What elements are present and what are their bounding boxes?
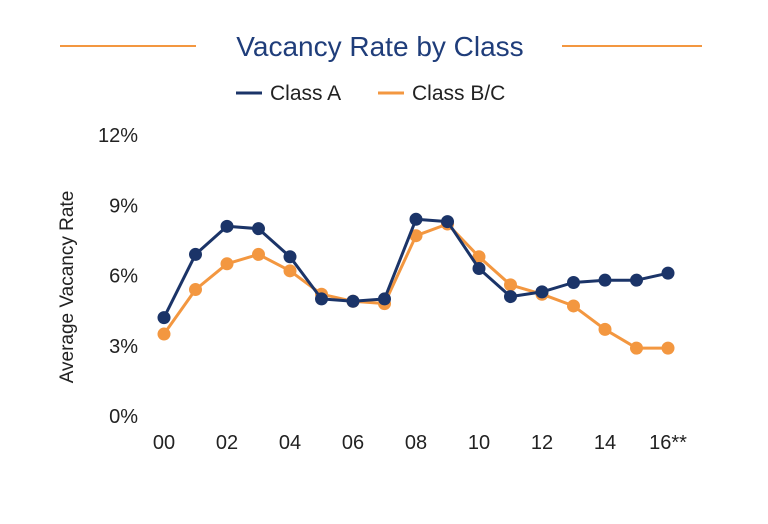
data-point-class-b-c xyxy=(252,247,265,261)
data-point-class-b-c xyxy=(598,322,612,336)
data-point-class-a xyxy=(252,222,265,236)
y-tick-label: 9% xyxy=(109,195,138,217)
data-point-class-a xyxy=(661,266,675,280)
legend: Class A Class B/C xyxy=(236,82,505,105)
data-point-class-a xyxy=(598,273,612,287)
data-point-class-b-c xyxy=(630,341,643,355)
series-line-class-b-c xyxy=(162,222,668,350)
data-point-class-a xyxy=(346,294,360,308)
data-point-class-a xyxy=(535,285,549,299)
y-tick-label: 0% xyxy=(109,406,138,428)
data-point-class-a xyxy=(220,219,234,233)
data-point-class-b-c xyxy=(472,250,486,264)
legend-label-class-a: Class A xyxy=(270,82,341,105)
data-point-class-b-c xyxy=(409,229,423,243)
x-tick-label: 02 xyxy=(216,432,238,454)
y-axis-label: Average Vacancy Rate xyxy=(57,191,78,384)
y-tick-label: 12% xyxy=(98,125,138,147)
data-point-class-a xyxy=(378,292,391,306)
data-point-class-a xyxy=(441,215,454,229)
y-tick-label: 6% xyxy=(109,266,138,288)
data-point-class-b-c xyxy=(220,257,234,271)
y-tick-label: 3% xyxy=(109,336,138,358)
x-tick-label: 14 xyxy=(594,432,616,454)
x-tick-label: 00 xyxy=(153,432,175,454)
x-tick-label: 16** xyxy=(649,432,687,454)
data-point-class-a xyxy=(504,290,517,304)
x-tick-label: 10 xyxy=(468,432,490,454)
data-point-class-a xyxy=(315,292,328,306)
data-point-class-a xyxy=(472,261,486,275)
data-point-class-a xyxy=(567,276,580,290)
data-point-class-a xyxy=(630,273,643,287)
chart-title: Vacancy Rate by Class xyxy=(236,31,523,62)
x-tick-label: 04 xyxy=(279,432,301,454)
x-tick-label: 12 xyxy=(531,432,553,454)
data-point-class-a xyxy=(283,250,297,264)
data-point-class-b-c xyxy=(189,283,202,297)
data-point-class-b-c xyxy=(157,327,171,341)
x-tick-label: 06 xyxy=(342,432,364,454)
data-point-class-b-c xyxy=(567,299,580,313)
data-point-class-a xyxy=(189,247,202,261)
legend-label-class-bc: Class B/C xyxy=(412,82,505,105)
data-point-class-b-c xyxy=(283,264,297,278)
x-tick-label: 08 xyxy=(405,432,427,454)
x-axis-ticks: 00 02 04 06 08 10 12 14 16** xyxy=(153,432,687,454)
y-axis-ticks: 0% 3% 6% 9% 12% xyxy=(98,125,138,428)
series-layer xyxy=(157,212,675,355)
data-point-class-a xyxy=(157,311,171,325)
data-point-class-a xyxy=(409,212,423,226)
data-point-class-b-c xyxy=(661,341,675,355)
data-point-class-b-c xyxy=(504,278,517,292)
